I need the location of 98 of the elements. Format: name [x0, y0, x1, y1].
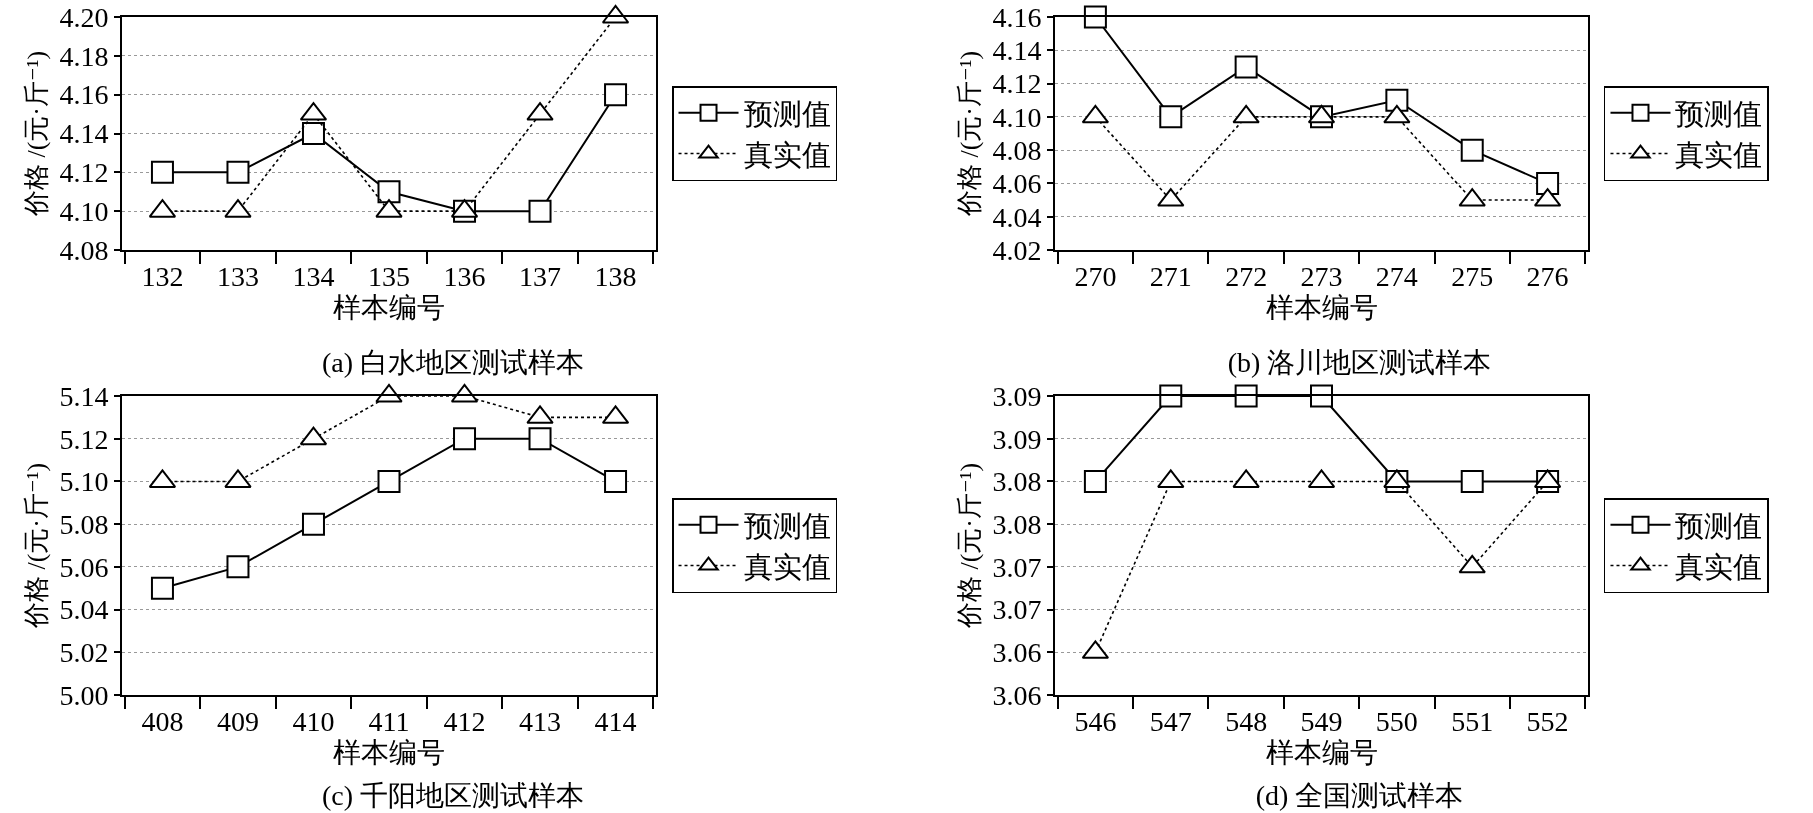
text: (a) 白水地区测试样本: [321, 346, 585, 378]
y-tick-label: 3.06: [992, 637, 1042, 669]
point: [1083, 5, 1107, 29]
x-tick-label: 551: [1451, 705, 1494, 737]
x-tick-label: 409: [216, 705, 259, 737]
x-tick-label: 132: [141, 260, 184, 292]
x-tick-label: 550: [1375, 705, 1418, 737]
point: [1232, 104, 1260, 124]
y-tick-label: 4.06: [992, 168, 1042, 200]
text: (b) 洛川地区测试样本: [1227, 346, 1492, 378]
x-tick-label: 414: [594, 705, 637, 737]
y-tick-label: 5.08: [59, 508, 109, 540]
x-tick-label: 137: [519, 260, 562, 292]
y-tick-label: 4.10: [59, 195, 109, 227]
point: [301, 512, 325, 536]
y-tick-label: 5.14: [59, 380, 109, 412]
x-tick-label: 413: [519, 705, 562, 737]
x-tick-label: 273: [1300, 260, 1343, 292]
point: [150, 160, 174, 184]
point: [150, 576, 174, 600]
y-tick-label: 5.10: [59, 466, 109, 498]
y-axis-title: 价格 /(元·斤⁻¹): [955, 462, 985, 630]
point: [604, 83, 628, 107]
legend-label: 真实值: [743, 550, 831, 583]
point: [226, 555, 250, 579]
text: (d) 全国测试样本: [1255, 779, 1464, 811]
x-tick-label: 408: [141, 705, 184, 737]
y-tick-label: 3.06: [992, 679, 1042, 711]
legend-label: 真实值: [1675, 550, 1763, 583]
y-tick-label: 4.12: [992, 68, 1042, 100]
y-tick-label: 5.02: [59, 637, 109, 669]
x-axis-title: 样本编号: [333, 736, 445, 768]
point: [1385, 88, 1409, 112]
y-tick-label: 3.07: [992, 594, 1042, 626]
point: [1234, 55, 1258, 79]
y-axis-title: 价格 /(元·斤⁻¹): [22, 50, 52, 218]
point: [1460, 138, 1484, 162]
x-tick-label: 271: [1149, 260, 1192, 292]
x-tick-label: 136: [443, 260, 486, 292]
y-tick-label: 5.04: [59, 594, 109, 626]
legend-label: 预测值: [1675, 98, 1763, 131]
y-tick-label: 5.06: [59, 551, 109, 583]
y-tick-label: 5.00: [59, 679, 109, 711]
point: [301, 122, 325, 145]
y-tick-label: 3.07: [992, 551, 1042, 583]
legend-label: 真实值: [743, 138, 831, 171]
x-tick-label: 411: [368, 705, 410, 737]
x-tick-label: 552: [1526, 705, 1569, 737]
legend-label: 真实值: [1675, 138, 1763, 171]
x-tick-label: 546: [1074, 705, 1117, 737]
point: [377, 180, 401, 204]
x-tick-label: 134: [292, 260, 335, 292]
x-tick-label: 133: [216, 260, 259, 292]
x-tick-label: 135: [368, 260, 410, 292]
point: [1383, 104, 1411, 124]
y-tick-label: 3.09: [992, 380, 1042, 412]
x-tick-label: 412: [443, 705, 486, 737]
y-tick-label: 4.08: [59, 234, 109, 266]
point: [377, 469, 401, 493]
text: (c) 千阳地区测试样本: [321, 779, 585, 811]
y-tick-label: 4.10: [992, 101, 1042, 133]
y-tick-label: 3.08: [992, 466, 1042, 498]
legend-label: 预测值: [743, 510, 831, 543]
y-axis-title: 价格 /(元·斤⁻¹): [22, 462, 52, 630]
x-axis-title: 样本编号: [333, 291, 445, 323]
x-tick-label: 272: [1225, 260, 1268, 292]
point: [226, 160, 250, 184]
y-tick-label: 4.02: [992, 234, 1042, 266]
y-tick-label: 4.16: [992, 1, 1042, 33]
y-axis-title: 价格 /(元·斤⁻¹): [955, 50, 985, 218]
y-tick-label: 4.08: [992, 134, 1042, 166]
point: [604, 469, 628, 493]
y-tick-label: 5.12: [59, 423, 109, 455]
legend-label: 预测值: [1675, 510, 1763, 543]
x-axis-title: 样本编号: [1265, 736, 1378, 768]
x-tick-label: 275: [1451, 260, 1494, 292]
point: [528, 199, 552, 223]
x-tick-label: 276: [1526, 260, 1569, 292]
x-tick-label: 270: [1074, 260, 1117, 292]
y-tick-label: 4.04: [992, 201, 1042, 233]
x-tick-label: 410: [292, 705, 335, 737]
y-tick-label: 4.14: [992, 35, 1042, 67]
point: [1159, 105, 1183, 129]
x-tick-label: 548: [1225, 705, 1268, 737]
y-tick-label: 4.18: [59, 40, 109, 72]
legend-label: 预测值: [743, 98, 831, 131]
y-tick-label: 3.08: [992, 508, 1042, 540]
point: [1536, 171, 1560, 195]
x-tick-label: 138: [594, 260, 637, 292]
x-axis-title: 样本编号: [1265, 291, 1378, 323]
y-tick-label: 4.16: [59, 79, 109, 111]
x-tick-label: 547: [1149, 705, 1192, 737]
y-tick-label: 4.20: [59, 1, 109, 33]
y-tick-label: 4.12: [59, 157, 109, 189]
x-tick-label: 274: [1375, 260, 1418, 292]
y-tick-label: 4.14: [59, 118, 109, 150]
x-tick-label: 549: [1300, 705, 1343, 737]
y-tick-label: 3.09: [992, 423, 1042, 455]
